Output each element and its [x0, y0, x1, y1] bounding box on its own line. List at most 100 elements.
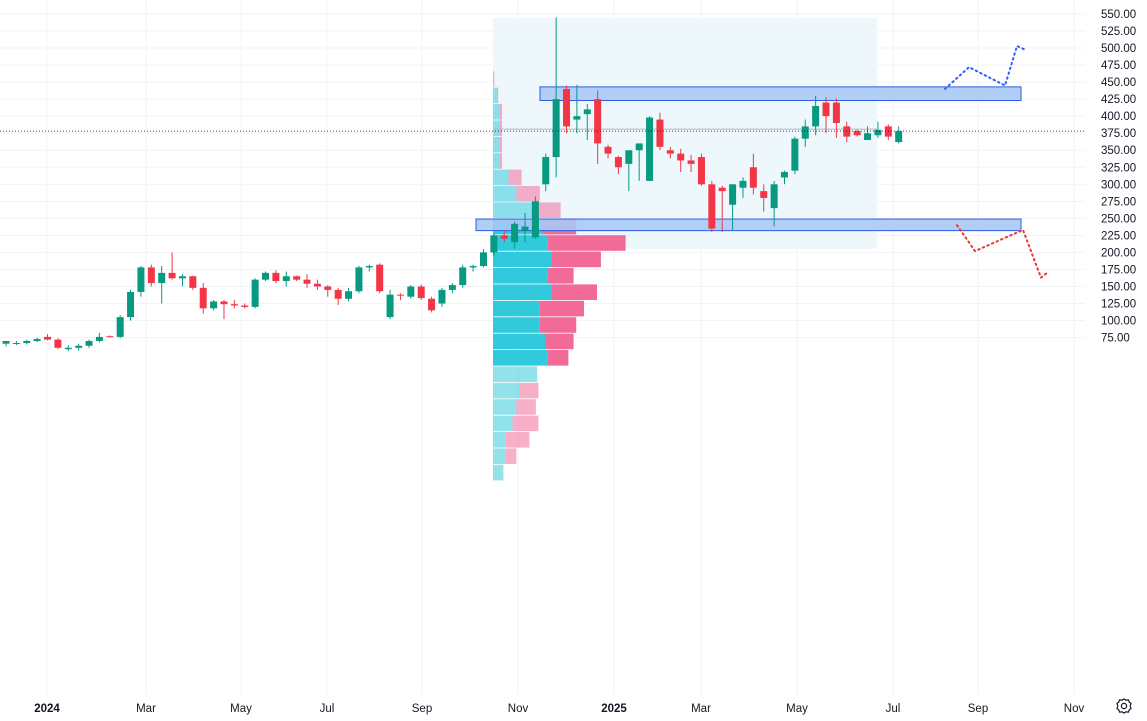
candle-body — [448, 285, 456, 290]
volume-bar-up — [493, 120, 500, 136]
candle-body — [594, 99, 602, 144]
volume-bar-down — [516, 399, 536, 415]
candle-body — [635, 143, 643, 151]
y-tick-label: 225.00 — [1101, 230, 1136, 242]
candle-body — [189, 276, 197, 288]
volume-bar-down — [499, 120, 503, 136]
volume-bar-down — [506, 448, 517, 464]
x-tick-label: Nov — [508, 703, 529, 715]
volume-bar-up — [493, 399, 517, 415]
volume-bar-up — [493, 104, 500, 120]
candle-body — [874, 129, 882, 136]
candle-body — [864, 133, 872, 141]
candle-body — [147, 267, 155, 284]
candle-body — [365, 266, 373, 268]
price-axis[interactable]: 550.00 525.00 500.00 475.00 450.00 425.00 400.… — [1101, 9, 1136, 345]
candle-body — [749, 167, 757, 188]
y-tick-label: 325.00 — [1101, 162, 1136, 174]
candle-body — [832, 102, 840, 123]
candle-body — [646, 117, 654, 181]
x-tick-label: 2025 — [601, 703, 627, 715]
volume-bar-up — [493, 251, 552, 268]
candle-body — [313, 283, 321, 287]
candle-body — [469, 266, 477, 268]
candle-body — [12, 343, 20, 345]
candle-body — [479, 252, 487, 267]
volume-bar-down — [506, 432, 530, 448]
volume-bar-up — [493, 464, 504, 481]
x-tick-label: Nov — [1064, 703, 1085, 715]
candle-body — [334, 289, 342, 299]
candle-body — [210, 301, 218, 309]
volume-bar-down — [496, 87, 499, 104]
y-tick-label: 175.00 — [1101, 264, 1136, 276]
candle-body — [895, 131, 903, 143]
candle-body — [33, 338, 41, 341]
candle-body — [168, 272, 176, 279]
candle-body — [822, 102, 830, 117]
candle-body — [739, 180, 747, 188]
candle-body — [85, 340, 93, 346]
volume-bar-up — [493, 268, 548, 284]
volume-bar-down — [539, 317, 577, 333]
candle-body — [666, 150, 674, 154]
volume-bar-down — [516, 186, 540, 202]
settings-button[interactable] — [1115, 697, 1133, 715]
candle-body — [272, 272, 280, 282]
y-tick-label: 275.00 — [1101, 196, 1136, 208]
y-tick-label: 100.00 — [1101, 316, 1136, 328]
candle-body — [355, 267, 363, 292]
candle-body — [127, 291, 135, 318]
candle-body — [801, 126, 809, 139]
candle-body — [531, 201, 539, 238]
candle-body — [396, 294, 404, 296]
x-tick-label: Sep — [412, 703, 432, 715]
y-tick-label: 550.00 — [1101, 9, 1136, 21]
volume-bar-down — [551, 251, 601, 268]
x-tick-label: Jul — [320, 703, 335, 715]
candle-body — [95, 336, 103, 341]
x-tick-label: Mar — [691, 703, 711, 715]
candle-body — [407, 286, 415, 297]
y-tick-label: 350.00 — [1101, 145, 1136, 157]
bearish-projection — [956, 224, 1048, 280]
candle-body — [656, 119, 664, 147]
candle-body — [293, 276, 301, 280]
x-tick-label: May — [230, 703, 252, 715]
candle-body — [853, 131, 861, 136]
candle-body — [106, 336, 114, 338]
volume-bar-down — [534, 202, 561, 218]
candle-body — [386, 294, 394, 318]
demand-zone — [475, 218, 1022, 232]
candle-body — [729, 184, 737, 205]
candle-body — [428, 298, 436, 311]
volume-bar-down — [493, 71, 495, 87]
y-tick-label: 200.00 — [1101, 247, 1136, 259]
volume-bar-up — [493, 87, 497, 104]
candle-body — [604, 146, 612, 154]
candle-body — [262, 272, 269, 280]
candle-body — [417, 286, 425, 299]
y-tick-label: 150.00 — [1101, 281, 1136, 293]
candle-body — [251, 279, 259, 307]
candle-body — [459, 267, 467, 286]
projection-paths — [944, 44, 1048, 280]
y-tick-label: 375.00 — [1101, 128, 1136, 140]
candle-body — [23, 340, 31, 344]
volume-bar-up — [493, 366, 538, 382]
y-tick-label: 525.00 — [1101, 26, 1136, 38]
candle-body — [697, 157, 705, 185]
candle-body — [542, 157, 550, 185]
volume-bar-up — [493, 415, 513, 432]
x-tick-label: Mar — [136, 703, 156, 715]
volume-bar-up — [493, 382, 519, 399]
volume-bar-up — [493, 300, 540, 317]
y-tick-label: 75.00 — [1101, 333, 1130, 345]
price-zones[interactable] — [475, 86, 1022, 232]
candle-body — [521, 226, 529, 231]
time-axis[interactable]: 2024 Mar May Jul Sep Nov 2025 Mar May Jul Sep Nov — [34, 703, 1084, 715]
candle-body — [677, 153, 685, 161]
y-tick-label: 500.00 — [1101, 43, 1136, 55]
x-tick-label: May — [786, 703, 808, 715]
